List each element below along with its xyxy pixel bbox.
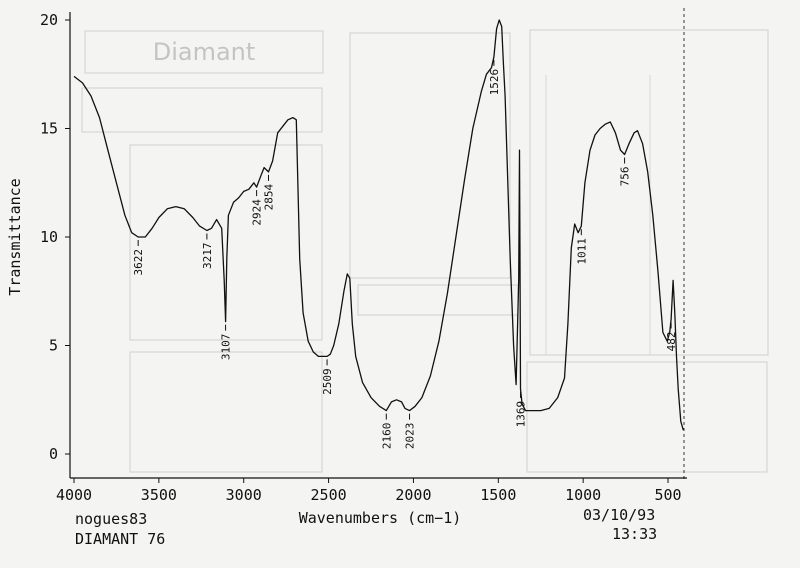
y-tick-label: 15 [40, 120, 58, 138]
sample-id: nogues83 [75, 510, 148, 528]
form-box-5 [349, 32, 511, 279]
axes [69, 12, 687, 479]
peak-label: 1369 [515, 401, 528, 428]
sample-name: DIAMANT 76 [75, 530, 166, 548]
y-tick-label: 5 [49, 337, 58, 355]
peak-label: 3622 [132, 249, 145, 276]
peak-label: 482 [665, 331, 678, 351]
x-tick-label: 3000 [226, 486, 262, 504]
x-tick-label: 2500 [311, 486, 347, 504]
form-title: Diamant [153, 38, 256, 66]
background-form: Diamant [81, 29, 769, 473]
form-box-8 [526, 361, 768, 473]
form-box-6 [357, 284, 519, 316]
x-tick-label: 4000 [56, 486, 92, 504]
y-tick-label: 20 [40, 11, 58, 29]
form-box-2 [81, 87, 323, 133]
peak-label: 756 [619, 167, 632, 187]
peak-label: 2924 [251, 199, 264, 226]
spectrum-line [73, 19, 684, 431]
y-tick-label: 0 [49, 445, 58, 463]
x-tick-label: 1500 [480, 486, 516, 504]
form-box-7 [529, 29, 769, 356]
x-tick-label: 1000 [565, 486, 601, 504]
form-box-3 [129, 144, 323, 341]
acquisition-time: 13:33 [612, 525, 658, 543]
y-ticks: 0 5 10 15 20 [40, 11, 70, 463]
peak-label: 2854 [263, 184, 276, 211]
peak-label: 2509 [321, 368, 334, 395]
acquisition-date: 03/10/93 [583, 506, 656, 524]
peak-label: 2023 [404, 423, 417, 450]
form-box-4 [129, 351, 323, 473]
y-axis-title: Transmittance [6, 178, 24, 295]
x-axis-title: Wavenumbers (cm−1) [299, 509, 462, 527]
peak-label: 3107 [220, 334, 233, 361]
y-tick-label: 10 [40, 228, 58, 246]
x-ticks: 4000 3500 3000 2500 2000 1500 1000 500 [56, 478, 682, 504]
peak-label: 2160 [380, 423, 393, 450]
peak-label: 1011 [575, 238, 588, 265]
peak-label: 3217 [201, 242, 214, 268]
x-tick-label: 500 [654, 486, 681, 504]
x-tick-label: 3500 [141, 486, 177, 504]
form-title-box [84, 30, 324, 74]
peak-label: 1526 [488, 69, 501, 96]
x-tick-label: 2000 [395, 486, 431, 504]
